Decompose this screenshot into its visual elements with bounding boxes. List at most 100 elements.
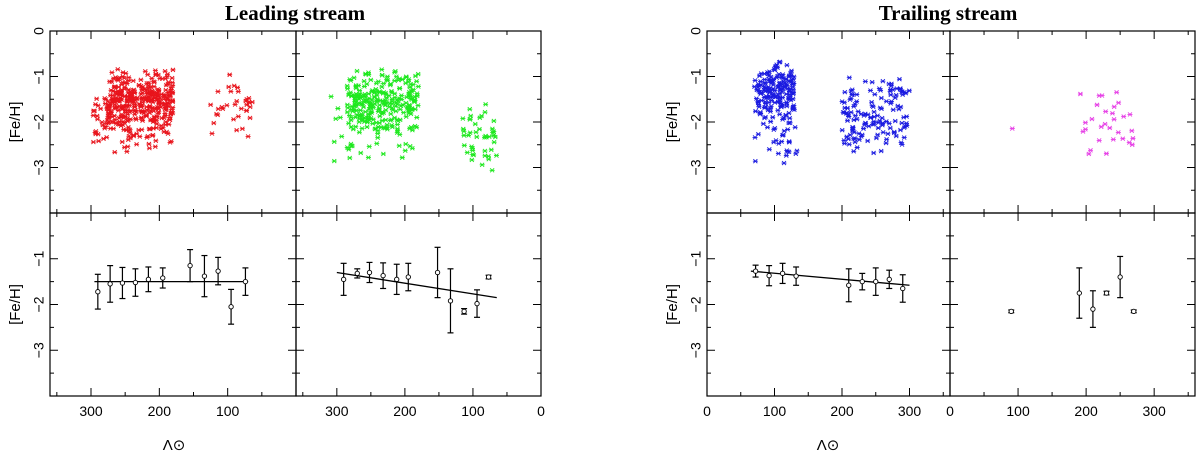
scatter-point (854, 99, 860, 104)
data-point (132, 279, 139, 286)
scatter-point (792, 124, 798, 130)
scatter-point (392, 95, 398, 100)
panel-frame (295, 30, 542, 214)
scatter-point (399, 155, 405, 160)
scatter-point (335, 106, 341, 111)
scatter-point (1009, 126, 1015, 131)
data-point (779, 270, 786, 277)
scatter-point (153, 72, 159, 78)
scatter-point (752, 78, 758, 83)
scatter-point (393, 74, 399, 79)
scatter-point (108, 108, 114, 114)
scatter-point (107, 112, 113, 117)
scatter-point (1116, 100, 1122, 106)
scatter-point (489, 126, 495, 132)
scatter-point (108, 126, 114, 131)
scatter-point (211, 120, 217, 126)
data-point (394, 276, 400, 282)
scatter-point (381, 81, 387, 86)
y-tick-label: −1 (31, 68, 47, 84)
scatter-point (785, 149, 791, 155)
scatter-point (247, 115, 253, 121)
scatter-point (388, 111, 394, 117)
scatter-point (104, 135, 110, 140)
scatter-point (138, 77, 144, 83)
data-point (474, 300, 480, 307)
scatter-point (845, 136, 851, 142)
x-tick-label: 0 (946, 403, 954, 419)
scatter-point (120, 119, 126, 125)
scatter-point (168, 93, 174, 99)
scatter-point (845, 118, 851, 124)
data-point (859, 278, 865, 285)
scatter-point (848, 88, 854, 94)
scatter-point (751, 84, 757, 89)
scatter-point (409, 127, 415, 133)
scatter-point (844, 105, 850, 111)
scatter-point (170, 110, 176, 116)
scatter-point (356, 129, 362, 135)
scatter-point (158, 123, 164, 129)
scatter-point (397, 106, 403, 112)
scatter-point (131, 99, 137, 105)
scatter-point (140, 118, 146, 123)
scatter-point (893, 92, 899, 98)
scatter-point (136, 101, 142, 107)
scatter-point (849, 91, 855, 97)
scatter-point (846, 142, 852, 147)
scatter-point (770, 82, 776, 88)
data-point (1008, 308, 1014, 315)
scatter-point (155, 111, 161, 116)
scatter-point (775, 108, 781, 113)
scatter-point (113, 84, 119, 90)
scatter-point (763, 95, 769, 101)
scatter-point (333, 116, 339, 122)
scatter-point (144, 91, 150, 96)
scatter-point (883, 140, 889, 146)
scatter-point (872, 91, 878, 97)
scatter-point (227, 72, 233, 78)
panel-trail-blue: 0 −1 −2 −3 [Fe/H] (664, 27, 951, 214)
scatter-point (345, 86, 351, 91)
scatter-point (398, 93, 404, 98)
scatter-point (232, 102, 238, 107)
scatter-point (224, 102, 230, 108)
scatter-point (771, 67, 777, 72)
scatter-point (784, 100, 790, 105)
scatter-point (752, 158, 758, 164)
data-point (447, 298, 454, 304)
scatter-point (249, 99, 255, 105)
scatter-point (107, 79, 113, 84)
scatter-point (869, 103, 875, 109)
scatter-point (871, 150, 877, 156)
scatter-point (1121, 114, 1127, 119)
scatter-point (878, 148, 884, 154)
scatter-point (901, 135, 907, 140)
scatter-point (163, 107, 169, 113)
x-axis-label: Λ⊙ (163, 437, 186, 454)
x-tick-label: 200 (393, 403, 417, 419)
x-tick-label: 200 (148, 403, 172, 419)
data-point (215, 268, 221, 274)
scatter-point (142, 68, 148, 74)
scatter-point (466, 133, 472, 138)
scatter-point (352, 99, 358, 104)
scatter-point (780, 132, 786, 138)
scatter-point (488, 147, 494, 153)
scatter-point (162, 95, 168, 100)
scatter-point (382, 125, 388, 131)
x-tick-label: 100 (461, 403, 485, 419)
scatter-point (384, 100, 390, 105)
scatter-point (897, 127, 903, 133)
scatter-point (111, 76, 117, 82)
scatter-point (125, 137, 131, 143)
scatter-point (145, 72, 151, 77)
scatter-point (144, 104, 150, 110)
scatter-point (235, 114, 241, 119)
scatter-point (851, 136, 857, 142)
scatter-point (167, 117, 173, 122)
scatter-point (767, 109, 773, 114)
scatter-point (409, 106, 415, 111)
scatter-point (847, 97, 853, 102)
scatter-point (758, 71, 764, 76)
